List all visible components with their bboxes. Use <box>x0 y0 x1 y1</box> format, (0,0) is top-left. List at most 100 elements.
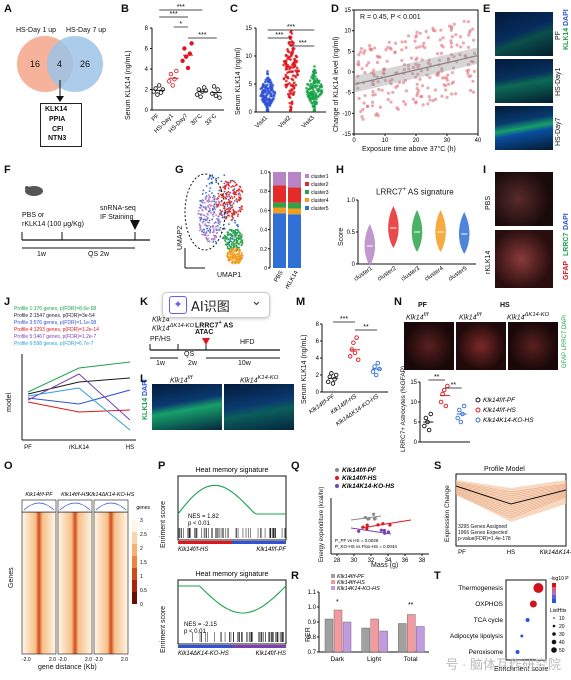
d-point <box>469 74 473 78</box>
g-legend-swatch <box>305 182 309 186</box>
c-point <box>286 76 290 79</box>
d-point <box>400 40 404 44</box>
g-umap-point <box>230 230 233 233</box>
g-umap-point <box>203 228 205 231</box>
r-xlabel: Dark <box>330 656 344 663</box>
g-umap-point <box>228 259 231 262</box>
d-point <box>440 67 444 71</box>
i-row-pbs: PBS <box>485 195 492 210</box>
o-profile-curve <box>59 502 91 511</box>
d-point <box>390 77 394 82</box>
g-bar-label: rKLK14 <box>285 269 301 290</box>
c-point <box>289 55 292 58</box>
n-sub3: Klk14ΔK14-KO <box>507 312 549 321</box>
g-umap-point <box>198 212 201 215</box>
g-umap-point <box>241 239 244 242</box>
ai-image-recognition-button[interactable]: ✦ AI识图 ⌄ <box>162 292 270 318</box>
d-ytick-label: 15 <box>344 8 351 14</box>
d-point <box>461 41 465 45</box>
d-point <box>466 45 471 49</box>
g-bar-ytick-label: 0.2 <box>260 247 267 253</box>
n-point <box>438 399 444 405</box>
panel-s: PF HS Klk14ΔK14-KO Profile Model Expressio… <box>434 458 571 570</box>
q-stat-2: P_KO-HS vs Flox-HS = 0.0044 <box>335 544 397 549</box>
o-xtick-label: 2.0 <box>121 657 128 663</box>
d-point <box>386 45 390 50</box>
s-gene-line <box>455 490 567 511</box>
g-umap-point <box>232 231 235 234</box>
c-point <box>320 89 324 93</box>
d-point <box>381 71 385 75</box>
d-point <box>402 68 406 72</box>
c-point <box>266 78 269 82</box>
c-point <box>308 79 312 82</box>
g-umap-point <box>236 255 238 258</box>
g-umap-point <box>222 207 225 210</box>
chart-m: 02468Klk14f/f-PFKlk14f/f-HSKlk14ΔK14-KO-… <box>308 316 388 428</box>
c-point <box>288 82 291 85</box>
d-point <box>428 98 432 102</box>
k-t1: 1w <box>156 360 165 367</box>
panel-label-k: K <box>140 296 148 308</box>
venn-panel: HS-Day 1 up HS-Day 7 up 16 4 26 KLK14 PP… <box>0 0 120 160</box>
c-point <box>286 92 290 96</box>
h-ylabel: Score <box>338 227 345 246</box>
r-bar <box>379 630 388 653</box>
d-point <box>458 35 463 39</box>
d-point <box>406 34 411 38</box>
m-ytick-label: 6 <box>316 339 320 345</box>
d-point <box>404 89 409 93</box>
d-point <box>402 99 406 104</box>
o-scale-swatch <box>132 520 137 532</box>
m-sig-label: ** <box>363 324 369 331</box>
h-ytick-label: 0 <box>352 262 356 268</box>
p-rank-bar-left <box>178 645 232 648</box>
d-point <box>425 67 430 71</box>
d-point <box>463 54 467 58</box>
h-violin <box>364 224 376 266</box>
d-point <box>427 58 431 62</box>
panel-j: PF rKLK14 HS model Profile 1:176 genes, p(… <box>0 292 140 458</box>
d-point <box>445 78 449 82</box>
g-umap-point <box>206 227 208 230</box>
o-xtick-label: 2.0 <box>85 657 92 663</box>
b-point <box>198 94 203 99</box>
g-umap-point <box>220 199 223 202</box>
t-legend2-marker <box>551 639 557 645</box>
g-legend-label: cluster4 <box>311 198 329 204</box>
g-umap-point <box>209 231 212 233</box>
d-point <box>371 89 375 94</box>
c-point <box>296 69 300 73</box>
g-umap-point <box>208 190 211 193</box>
n-point <box>441 387 447 393</box>
g-umap-point <box>211 213 214 216</box>
c-point <box>262 89 266 92</box>
panel-label-a: A <box>4 3 12 15</box>
g-umap-point <box>207 234 210 237</box>
g-umap-point <box>236 228 239 231</box>
g-umap-point <box>220 211 222 214</box>
c-point <box>314 75 317 78</box>
g-umap-point <box>207 178 210 180</box>
e-legend-dapi: DAPI <box>563 9 570 26</box>
h-xlabel: cluster5 <box>448 265 469 282</box>
g-umap-point <box>200 212 203 215</box>
d-point <box>397 80 402 85</box>
p-ylabel-bottom: Enriment score <box>160 605 167 653</box>
g-umap-point <box>228 244 231 246</box>
d-point <box>426 36 431 40</box>
mouse-icon <box>25 186 43 196</box>
c-point <box>313 79 317 83</box>
q-point <box>363 515 367 520</box>
d-point <box>393 41 398 45</box>
d-point <box>382 68 386 72</box>
m-ytick-label: 0 <box>316 390 320 396</box>
chevron-down-icon[interactable]: ⌄ <box>251 293 262 308</box>
g-umap-point <box>208 199 211 202</box>
t-term-label: Peroxisome <box>469 649 504 656</box>
g-umap-point <box>229 237 232 240</box>
g-umap-point <box>226 203 229 206</box>
c-point <box>287 70 291 74</box>
c-point <box>288 66 292 70</box>
h-xlabel: cluster1 <box>353 265 374 282</box>
